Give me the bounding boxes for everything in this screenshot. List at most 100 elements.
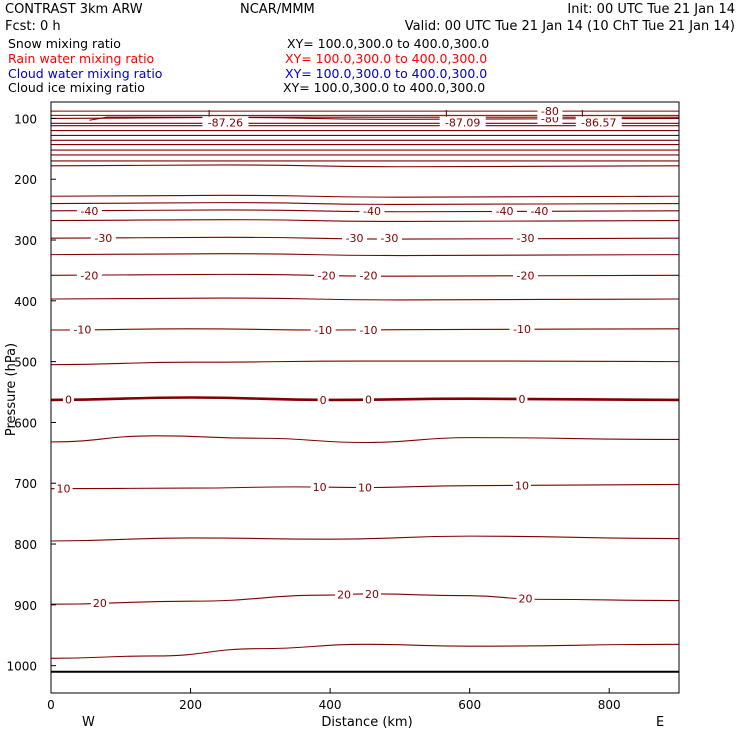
isotherm-label-upper-6-0-bg [90,232,116,245]
isotherm-label-upper-8-3: -20 [517,269,535,282]
contour-label-layer: -80 -40 -40 -40 -40 -30 -30 -30 -30 -20 -20 -20 -20 -… [54,105,622,610]
isotherm-label-4-3-bg [513,479,531,492]
low-value-1-bg [439,116,486,129]
isotherm-label-0-2-bg [355,323,381,336]
isotherm-label-6-0-bg [90,597,109,610]
isotherm-label-2-0: 0 [65,394,72,407]
header-svg: CONTRAST 3km ARW NCAR/MMM Init: 00 UTC T… [5,2,735,95]
forecast-hour: Fcst: 0 h [5,19,61,34]
x-tick-label-3: 600 [458,698,481,712]
isotherm-label-upper-4-1: -40 [363,205,381,218]
y-tick-label-2: 300 [14,234,37,248]
isotherm-upper-3 [50,202,680,206]
legend-label-rain: Rain water mixing ratio [8,51,154,66]
isotherm-label-upper-8-0-bg [76,269,102,282]
isotherm-upper-9 [50,297,680,301]
isotherm-label-upper-6-3-bg [512,232,538,245]
isotherm-4 [50,483,680,490]
isotherm-label-upper-4-2: -40 [496,205,514,218]
isotherm-label-4-2: 10 [358,481,372,494]
isotherm-label-6-2: 20 [365,588,379,601]
isotherm-label-upper-4-3-bg [526,204,552,217]
isotherm-label-0-2: -10 [360,324,378,337]
isotherm-label-0-0: -10 [73,324,91,337]
isotherm-label-6-3-bg [516,592,535,605]
isotherm-label-6-1-bg [335,588,354,601]
low-marker-1: L [445,108,452,121]
isotherm-1 [50,360,680,366]
isotherm-label-upper-6-2-bg [376,232,402,245]
plot-frame [50,101,680,694]
legend: Snow mixing ratio XY= 100.0,300.0 to 400… [8,36,489,95]
isotherm-label-upper-6-1-bg [342,232,368,245]
isotherm-label-2-2-bg [362,393,374,406]
isotherm-label-upper-6-0: -30 [94,232,112,245]
y-tick-label-9: 1000 [6,660,37,674]
model-title: CONTRAST 3km ARW [5,2,143,17]
org-label: NCAR/MMM [240,2,315,17]
isotherm-label-80-0-bg [537,105,563,118]
legend-xy-snow: XY= 100.0,300.0 to 400.0,300.0 [287,36,489,51]
isotherm-label-4-0-bg [54,482,73,495]
y-tick-label-7: 800 [14,538,37,552]
isotherm-3 [50,435,680,444]
cross-section-chart: -80 -40 -40 -40 -40 -30 -30 -30 -30 -20 -20 -20 -20 -… [4,101,680,730]
x-axis-label: Distance (km) [321,715,412,730]
x-tick-label-1: 200 [179,698,202,712]
isotherm-label-upper-4-0: -40 [80,205,98,218]
isotherm-label-0-1: -10 [314,324,332,337]
isotherm-label-2-2: 0 [365,394,372,407]
isotherm-label-upper-8-2-bg [355,269,381,282]
west-label: W [82,715,95,730]
y-tick-label-0: 100 [14,112,37,126]
isotherm-label-upper-4-3: -40 [530,205,548,218]
x-tick-label-4: 800 [598,698,621,712]
isotherm-label-upper-6-1: -30 [346,232,364,245]
isotherm-7 [50,643,680,659]
legend-xy-cloud-water: XY= 100.0,300.0 to 400.0,300.0 [285,66,487,81]
isotherm-label-4-0: 10 [57,483,71,496]
isotherm-label-upper-8-1-bg [314,269,340,282]
y-tick-label-8: 900 [14,599,37,613]
isotherm-label-upper-8-3-bg [512,269,538,282]
legend-label-cloud-water: Cloud water mixing ratio [8,66,162,81]
isotherm-label-upper-4-1-bg [359,204,385,217]
isotherm-upper-7 [50,253,680,257]
legend-label-cloud-ice: Cloud ice mixing ratio [8,80,145,95]
isotherm-upper-6 [50,236,680,240]
isotherm-label-4-1-bg [310,481,329,494]
isotherm-label-0-1-bg [310,323,336,336]
isotherm-label-0-3-bg [509,323,535,336]
isotherm-label-upper-4-0-bg [76,204,102,217]
isotherm-label-0-0-bg [69,323,95,336]
isotherm-upper-2 [50,194,680,198]
isotherm-label-upper-8-1: -20 [318,269,336,282]
contour-layer [50,110,680,659]
y-tick-label-5: 600 [14,416,37,430]
isotherm-label-2-3-bg [516,393,528,406]
low-value-0-bg [202,116,249,129]
low-value-2-bg [575,116,622,129]
isotherm-label-upper-6-2: -30 [380,232,398,245]
x-tick-label-0: 0 [47,698,55,712]
isotherm-label-0-3: -10 [513,323,531,336]
east-label: E [656,715,664,730]
isotherm-label-upper-8-0: -20 [80,269,98,282]
init-time: Init: 00 UTC Tue 21 Jan 14 [567,2,735,17]
y-axis-label: Pressure (hPa) [4,343,19,436]
isotherm-upper-5 [50,219,680,223]
isotherm-label-upper-8-2: -20 [360,269,378,282]
isotherm-label-2-1: 0 [320,394,327,407]
legend-label-snow: Snow mixing ratio [8,36,121,51]
isotherm-label-6-0: 20 [93,597,107,610]
low-marker-2: L [581,108,588,121]
isotherm-2 [50,396,680,402]
isotherm-0 [50,328,680,331]
legend-xy-rain: XY= 100.0,300.0 to 400.0,300.0 [285,51,487,66]
isotherm-label-6-1: 20 [337,589,351,602]
isotherm-upper-1 [50,164,680,168]
isotherm-label-4-3: 10 [515,479,529,492]
isotherm-label-upper-4-2-bg [492,204,518,217]
isotherm-label-80-0: -80 [541,105,559,118]
